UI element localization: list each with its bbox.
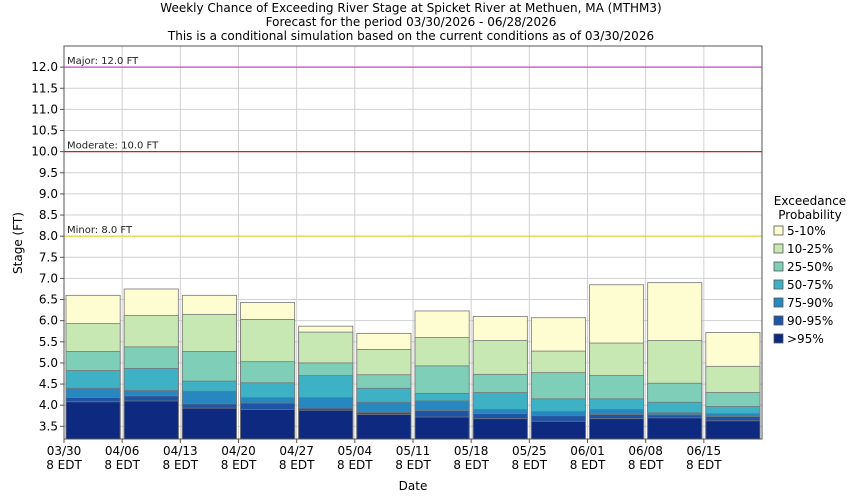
threshold-label: Moderate: 10.0 FT xyxy=(67,141,159,152)
y-tick-label: 8.5 xyxy=(39,208,58,222)
bar-segment xyxy=(298,409,354,440)
y-tick-label: 4.5 xyxy=(39,377,58,391)
legend-swatch xyxy=(773,297,784,308)
bar-segment xyxy=(472,418,528,440)
y-tick-label: 11.5 xyxy=(31,81,58,95)
x-tick-label-date: 04/13 xyxy=(163,444,198,458)
bar-segment xyxy=(414,416,470,440)
y-tick-label: 11.0 xyxy=(31,102,58,116)
y-tick-label: 7.5 xyxy=(39,250,58,264)
bar-segment xyxy=(705,420,761,440)
x-tick-label-time: 8 EDT xyxy=(570,458,606,472)
y-tick-label: 9.5 xyxy=(39,166,58,180)
bar-segment xyxy=(530,420,586,440)
x-tick-label-date: 03/30 xyxy=(47,444,82,458)
chart-title: Weekly Chance of Exceeding River Stage a… xyxy=(160,1,661,43)
legend-label: 10-25% xyxy=(787,242,833,256)
chart-title-line-2: Forecast for the period 03/30/2026 - 06/… xyxy=(266,15,557,29)
y-tick-label: 7.0 xyxy=(39,271,58,285)
y-tick-label: 6.0 xyxy=(39,314,58,328)
x-tick-label-time: 8 EDT xyxy=(221,458,257,472)
legend-label: 50-75% xyxy=(787,278,833,292)
x-tick-label-date: 04/27 xyxy=(279,444,314,458)
bar-segment xyxy=(647,417,703,440)
legend-label: 90-95% xyxy=(787,314,833,328)
x-tick-label-time: 8 EDT xyxy=(628,458,664,472)
x-tick-label-time: 8 EDT xyxy=(104,458,140,472)
x-tick-label-date: 06/08 xyxy=(628,444,663,458)
y-tick-label: 5.5 xyxy=(39,335,58,349)
x-tick-label-time: 8 EDT xyxy=(453,458,489,472)
x-tick-label-date: 05/11 xyxy=(396,444,431,458)
legend-label: 75-90% xyxy=(787,296,833,310)
y-tick-label: 10.5 xyxy=(31,124,58,138)
legend-label: 5-10% xyxy=(787,224,826,238)
threshold-lines: Major: 12.0 FT Moderate: 10.0 FT Minor: 8.… xyxy=(64,56,762,237)
x-tick-label-time: 8 EDT xyxy=(279,458,315,472)
legend-swatch xyxy=(773,315,784,326)
x-tick-label-time: 8 EDT xyxy=(686,458,722,472)
x-tick-label-date: 05/25 xyxy=(512,444,547,458)
threshold-label: Minor: 8.0 FT xyxy=(67,225,133,236)
bar-segment xyxy=(65,401,121,440)
x-tick-label-date: 05/18 xyxy=(454,444,489,458)
legend: Exceedance Probability 5-10% 10-25% 25-50%… xyxy=(773,194,846,346)
y-tick-label: 9.0 xyxy=(39,187,58,201)
x-tick-label-date: 06/15 xyxy=(687,444,722,458)
y-tick-label: 3.5 xyxy=(39,419,58,433)
x-tick-label-time: 8 EDT xyxy=(395,458,431,472)
threshold-label: Major: 12.0 FT xyxy=(67,56,139,67)
y-axis-ticks: 3.5 4.0 4.5 5.0 5.5 6.0 6.5 7.0 7.5 8.0 8.5 9.0 9.5 1… xyxy=(31,60,64,433)
x-tick-label-time: 8 EDT xyxy=(512,458,548,472)
bar-segment xyxy=(123,400,179,440)
legend-title-line-1: Exceedance xyxy=(774,194,846,208)
legend-swatch xyxy=(773,261,784,272)
chart-title-line-1: Weekly Chance of Exceeding River Stage a… xyxy=(160,1,661,15)
legend-label: 25-50% xyxy=(787,260,833,274)
y-tick-label: 6.5 xyxy=(39,293,58,307)
y-tick-label: 5.0 xyxy=(39,356,58,370)
legend-swatch xyxy=(773,225,784,236)
x-tick-label-date: 06/01 xyxy=(570,444,605,458)
legend-swatch xyxy=(773,243,784,254)
y-tick-label: 12.0 xyxy=(31,60,58,74)
legend-items: 5-10% 10-25% 25-50% 50-75% 75-90% 90-95% >95% xyxy=(773,224,833,346)
y-tick-label: 4.0 xyxy=(39,398,58,412)
legend-title-line-2: Probability xyxy=(778,208,841,222)
bar-segment xyxy=(240,409,296,440)
y-axis-title: Stage (FT) xyxy=(11,212,25,274)
bar-segment xyxy=(181,407,237,440)
x-tick-label-date: 04/06 xyxy=(105,444,140,458)
legend-label: >95% xyxy=(787,332,824,346)
x-tick-label-time: 8 EDT xyxy=(46,458,82,472)
bar-segment xyxy=(356,414,412,440)
bar-segment xyxy=(589,418,645,440)
chart-title-line-3: This is a conditional simulation based o… xyxy=(167,29,654,43)
x-axis-title: Date xyxy=(399,479,428,493)
bar-stacks xyxy=(65,282,761,440)
y-tick-label: 8.0 xyxy=(39,229,58,243)
legend-swatch xyxy=(773,279,784,290)
x-tick-label-time: 8 EDT xyxy=(337,458,373,472)
x-tick-label-time: 8 EDT xyxy=(163,458,199,472)
legend-swatch xyxy=(773,333,784,344)
x-tick-label-date: 04/20 xyxy=(221,444,256,458)
y-tick-label: 10.0 xyxy=(31,145,58,159)
x-tick-label-date: 05/04 xyxy=(338,444,373,458)
